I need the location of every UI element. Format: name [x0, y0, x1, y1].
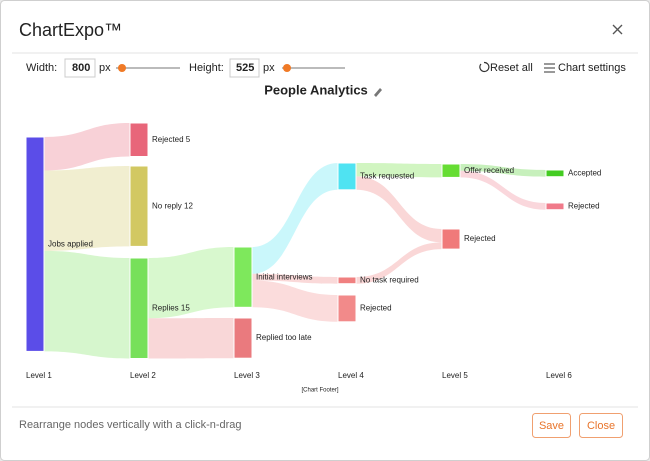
node-label: No reply 12	[152, 201, 193, 210]
reset-button[interactable]: Reset all	[479, 61, 533, 74]
edit-icon[interactable]	[374, 88, 382, 97]
level-label: Level 2	[130, 371, 156, 380]
height-value[interactable]: 525	[236, 62, 254, 74]
width-slider[interactable]	[116, 64, 180, 72]
link	[356, 163, 442, 178]
node	[337, 276, 357, 285]
node	[233, 246, 253, 308]
link	[252, 163, 338, 274]
level-label: Level 3	[234, 371, 260, 380]
node-label: Rejected 5	[152, 135, 191, 144]
chart-footer: [Chart Footer]	[301, 388, 338, 394]
node	[545, 202, 565, 211]
node	[129, 122, 149, 157]
node	[441, 228, 461, 250]
link	[44, 123, 130, 171]
close-button[interactable]: Close	[579, 413, 623, 438]
settings-label[interactable]: Chart settings	[558, 62, 626, 74]
height-unit: px	[263, 62, 275, 74]
settings-button[interactable]: Chart settings	[544, 62, 626, 74]
node	[233, 317, 253, 359]
node	[25, 136, 45, 352]
sankey: Jobs applied Rejected 5 No reply 12 Replies…	[25, 122, 601, 380]
node-label: Replies 15	[152, 303, 190, 312]
level-label: Level 4	[338, 371, 364, 380]
link	[460, 164, 546, 177]
node-label: Offer received	[464, 166, 514, 175]
close-icon[interactable]	[612, 24, 623, 35]
node	[129, 165, 149, 247]
width-value[interactable]: 800	[72, 62, 90, 74]
save-label[interactable]: Save	[539, 420, 564, 432]
node	[337, 294, 357, 323]
level-label: Level 5	[442, 371, 468, 380]
node-label: Replied too late	[256, 333, 312, 342]
node-label: Task requested	[360, 172, 414, 181]
link	[460, 170, 546, 210]
link	[148, 247, 234, 319]
link	[148, 318, 234, 359]
link	[356, 176, 442, 243]
height-slider[interactable]	[282, 64, 345, 72]
node-label: Initial interviews	[256, 272, 312, 281]
node	[129, 257, 149, 359]
level-label: Level 1	[26, 371, 52, 380]
node	[545, 169, 565, 178]
height-input[interactable]: 525	[229, 58, 260, 78]
node-label: Accepted	[568, 168, 601, 177]
link	[252, 280, 338, 322]
height-label: Height:	[189, 62, 224, 74]
link	[252, 273, 338, 284]
level-label: Level 6	[546, 371, 572, 380]
width-input[interactable]: 800	[64, 58, 96, 78]
close-label[interactable]: Close	[587, 420, 615, 432]
width-label: Width:	[26, 62, 57, 74]
node	[337, 162, 357, 191]
link	[44, 250, 130, 359]
reset-label[interactable]: Reset all	[490, 62, 533, 74]
width-unit: px	[99, 62, 111, 74]
link	[44, 166, 130, 251]
dialog-title: ChartExpo™	[19, 20, 122, 40]
node-label: Rejected	[360, 304, 392, 313]
save-button[interactable]: Save	[532, 413, 571, 438]
node-label: Rejected	[568, 201, 600, 210]
link	[356, 242, 442, 284]
hint: Rearrange nodes vertically with a click-…	[19, 419, 242, 431]
node-label: No task required	[360, 275, 419, 284]
chart-title: People Analytics	[264, 82, 368, 97]
node-label: Jobs applied	[48, 239, 93, 248]
node	[441, 163, 461, 178]
node-label: Rejected	[464, 234, 496, 243]
